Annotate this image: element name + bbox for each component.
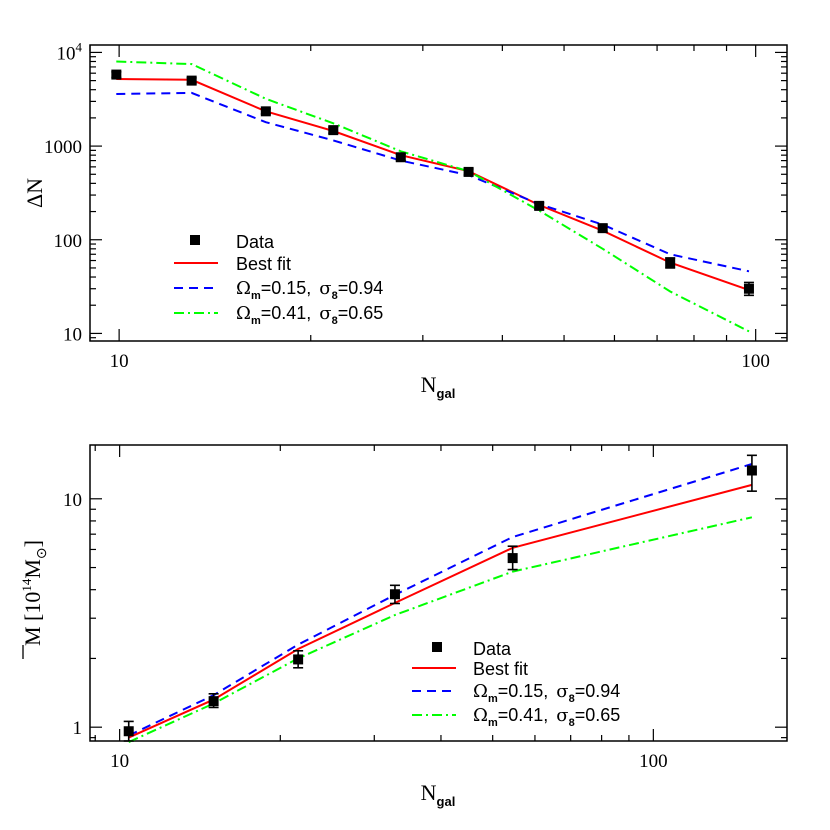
- series-line-best-fit: [128, 483, 753, 739]
- x-axis-label-subscript: gal: [437, 794, 456, 809]
- legend-data-label: Data: [236, 232, 275, 252]
- data-point: [507, 553, 518, 564]
- legend-low-omega-label: Ωm=0.15, σ8=0.94: [473, 681, 620, 705]
- data-point: [597, 223, 608, 234]
- x-tick-label: 10: [110, 751, 129, 772]
- data-points: [111, 69, 754, 297]
- x-tick-labels: 10 100: [110, 351, 770, 372]
- data-points: [123, 454, 757, 742]
- legend: Data Best fit Ωm=0.15, σ8=0.94 Ωm=0.41, σ8…: [412, 639, 620, 729]
- data-point: [186, 75, 197, 86]
- plot-frame: [89, 444, 788, 742]
- series-line-low-omega: [128, 463, 753, 737]
- x-axis-ticks: [89, 45, 757, 341]
- y-tick-label-exponent: 4: [76, 39, 83, 54]
- data-point: [208, 696, 219, 707]
- y-tick-label: 10: [63, 324, 82, 345]
- y-tick-label: 10: [63, 490, 82, 511]
- y-tick-label: 100: [54, 231, 83, 252]
- series-line-high-omega: [116, 60, 750, 333]
- legend-high-omega-label: Ωm=0.41, σ8=0.65: [473, 705, 620, 729]
- x-tick-labels: 10 100: [110, 751, 667, 772]
- legend-data-label: Data: [473, 639, 512, 659]
- data-point: [534, 200, 545, 211]
- y-tick-labels: 10 100 1000 104: [44, 39, 83, 345]
- x-axis-label: Ngal: [421, 780, 456, 809]
- series-line-low-omega: [116, 91, 750, 273]
- x-tick-label: 100: [639, 751, 668, 772]
- legend-data-marker: [190, 235, 200, 245]
- y-axis-label-text: M [1014M⊙]: [19, 540, 50, 646]
- x-axis-label: Ngal: [421, 372, 456, 401]
- data-point: [746, 465, 757, 476]
- series-line-high-omega: [128, 516, 753, 744]
- data-point: [743, 283, 754, 294]
- legend-data-marker: [432, 642, 442, 652]
- mean-mass-panel: 10 100 1 10 Ngal M [1014M⊙] Data Best fi…: [19, 444, 788, 809]
- y-axis-ticks: [90, 51, 787, 339]
- legend-best-fit-label: Best fit: [473, 659, 528, 679]
- x-tick-label: 10: [110, 351, 129, 372]
- data-point: [389, 589, 400, 600]
- data-point: [260, 106, 271, 117]
- series-line-best-fit: [116, 78, 750, 292]
- data-point: [111, 69, 122, 80]
- legend-high-omega-label: Ωm=0.41, σ8=0.65: [236, 303, 383, 327]
- y-tick-labels: 1 10: [63, 490, 82, 739]
- legend-low-omega-label: Ωm=0.15, σ8=0.94: [236, 278, 383, 302]
- data-point: [328, 125, 339, 136]
- number-counts-panel: 10 100 10 100 1000 104 Ngal ΔN Data Best…: [22, 39, 788, 401]
- plot-frame: [89, 44, 788, 342]
- y-tick-label: 1000: [44, 137, 82, 158]
- legend-best-fit-label: Best fit: [236, 254, 291, 274]
- x-tick-label: 100: [741, 351, 770, 372]
- y-axis-label-mean-symbol: M [10: [20, 592, 45, 646]
- data-point: [123, 726, 134, 737]
- model-curves: [128, 463, 753, 744]
- legend: Data Best fit Ωm=0.15, σ8=0.94 Ωm=0.41, σ8…: [174, 232, 383, 327]
- y-axis-label-exponent: 14: [19, 578, 34, 592]
- y-tick-label: 1: [73, 718, 83, 739]
- data-point: [293, 654, 304, 665]
- x-axis-ticks: [94, 445, 654, 741]
- y-axis-label: M [1014M⊙]: [19, 540, 50, 659]
- model-curves: [116, 60, 750, 333]
- y-axis-ticks: [90, 498, 787, 739]
- data-point: [463, 166, 474, 177]
- y-axis-label: ΔN: [22, 178, 47, 208]
- x-axis-label-subscript: gal: [437, 386, 456, 401]
- y-tick-label: 104: [57, 39, 83, 64]
- data-point: [665, 257, 676, 268]
- data-point: [395, 152, 406, 163]
